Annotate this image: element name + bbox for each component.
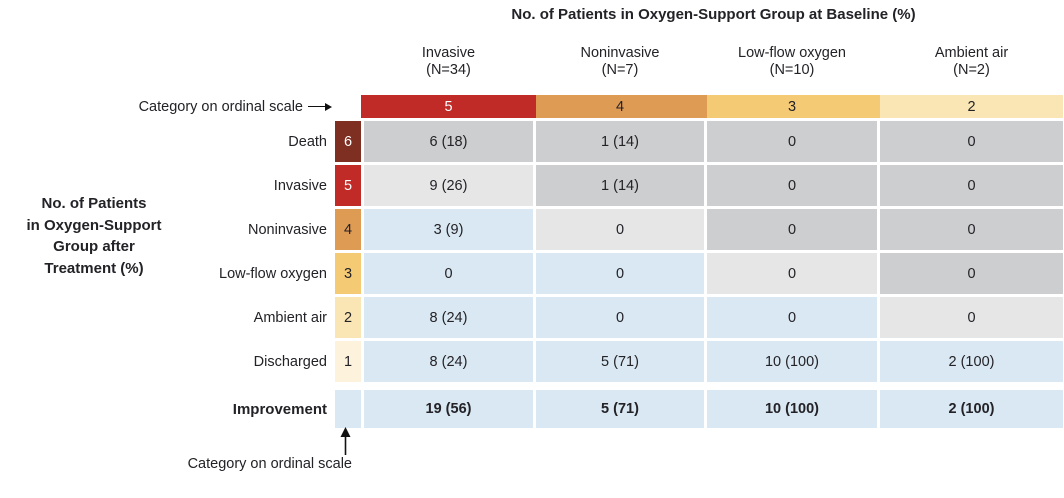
matrix-cell: 0 — [707, 253, 877, 294]
figure-title: No. of Patients in Oxygen-Support Group … — [511, 6, 916, 23]
ordinal-badge: 4 — [335, 209, 361, 250]
improvement-cell: 2 (100) — [880, 390, 1063, 428]
ordinal-badge: 6 — [335, 121, 361, 162]
matrix-cell: 0 — [880, 209, 1063, 250]
matrix-cell: 0 — [880, 121, 1063, 162]
row-axis-title-line: Group after — [53, 238, 135, 255]
matrix-cell: 1 (14) — [536, 165, 704, 206]
matrix-cell: 0 — [707, 297, 877, 338]
column-header-ambient-air: Ambient air (N=2) — [880, 42, 1063, 92]
row-label-discharged: Discharged — [253, 353, 327, 370]
matrix-cell: 0 — [880, 253, 1063, 294]
baseline-category-cell: 2 — [880, 95, 1063, 118]
baseline-scale-row-label-text: Category on ordinal scale — [138, 98, 303, 115]
matrix-cell: 0 — [707, 121, 877, 162]
column-name: Low-flow oxygen — [738, 45, 846, 61]
column-n: (N=7) — [601, 62, 639, 78]
matrix-cell: 3 (9) — [364, 209, 533, 250]
baseline-category-cell: 5 — [361, 95, 536, 118]
ordinal-badge: 5 — [335, 165, 361, 206]
arrow-up-icon — [340, 427, 351, 455]
improvement-cell: 19 (56) — [364, 390, 533, 428]
column-name: Invasive — [421, 45, 476, 61]
column-n: (N=34) — [426, 62, 471, 78]
row-axis-title: No. of Patients in Oxygen-Support Group … — [6, 193, 182, 279]
matrix-cell: 6 (18) — [364, 121, 533, 162]
matrix-cell: 0 — [707, 165, 877, 206]
row-label-death: Death — [288, 133, 327, 150]
row-label-improvement: Improvement — [232, 400, 327, 418]
matrix-cell: 8 (24) — [364, 341, 533, 382]
baseline-category-cell: 4 — [536, 95, 707, 118]
column-n: (N=10) — [769, 62, 815, 78]
matrix-cell: 1 (14) — [536, 121, 704, 162]
matrix-cell: 0 — [880, 165, 1063, 206]
improvement-ordinal-square — [335, 390, 361, 428]
ordinal-badge: 3 — [335, 253, 361, 294]
column-header-noninvasive: Noninvasive (N=7) — [536, 42, 704, 92]
matrix-cell: 10 (100) — [707, 341, 877, 382]
matrix-cell: 0 — [707, 209, 877, 250]
ordinal-scale-footnote: Category on ordinal scale — [187, 456, 352, 472]
baseline-category-cell: 3 — [707, 95, 880, 118]
outcome-matrix: No. of Patients in Oxygen-Support Group … — [0, 6, 1063, 428]
column-header-invasive: Invasive (N=34) — [364, 42, 533, 92]
matrix-cell: 0 — [536, 253, 704, 294]
ordinal-badge: 1 — [335, 341, 361, 382]
matrix-cell: 2 (100) — [880, 341, 1063, 382]
matrix-cell: 0 — [536, 297, 704, 338]
column-name: Noninvasive — [580, 45, 660, 61]
matrix-cell: 8 (24) — [364, 297, 533, 338]
column-header-low-flow-oxygen: Low-flow oxygen (N=10) — [707, 42, 877, 92]
matrix-cell: 0 — [880, 297, 1063, 338]
matrix-cell: 5 (71) — [536, 341, 704, 382]
improvement-cell: 10 (100) — [707, 390, 877, 428]
row-axis-title-line: Treatment (%) — [44, 259, 144, 277]
ordinal-badge: 2 — [335, 297, 361, 338]
improvement-cell: 5 (71) — [536, 390, 704, 428]
column-name: Ambient air — [934, 45, 1009, 61]
matrix-cell: 0 — [536, 209, 704, 250]
matrix-cell: 9 (26) — [364, 165, 533, 206]
baseline-scale-row-label: Category on ordinal scale — [0, 95, 332, 118]
row-axis-title-line: No. of Patients — [41, 195, 147, 212]
row-label-invasive: Invasive — [273, 177, 327, 194]
row-axis-title-line: in Oxygen-Support — [26, 216, 162, 234]
row-label-ambient-air: Ambient air — [253, 309, 327, 326]
row-label-low-flow-oxygen: Low-flow oxygen — [219, 265, 327, 282]
column-n: (N=2) — [953, 62, 990, 78]
arrow-right-icon — [308, 102, 332, 111]
matrix-cell: 0 — [364, 253, 533, 294]
row-label-noninvasive: Noninvasive — [248, 221, 327, 238]
